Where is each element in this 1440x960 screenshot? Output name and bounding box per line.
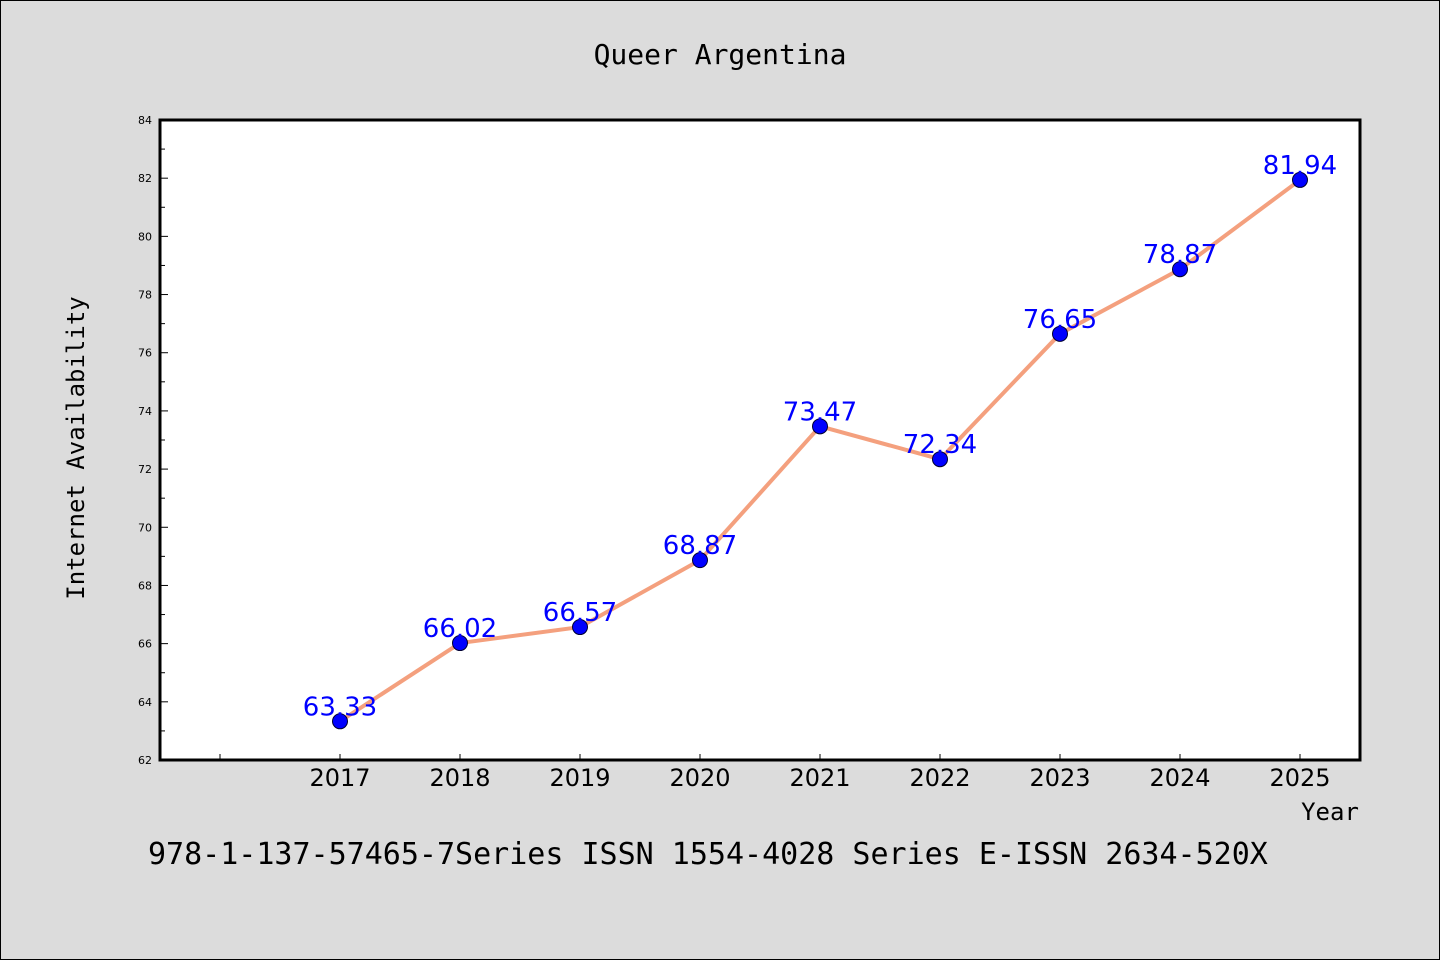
y-tick-label: 62 [138, 754, 152, 767]
x-tick-label: 2018 [429, 764, 490, 792]
x-tick-label: 2025 [1269, 764, 1330, 792]
y-tick-label: 76 [138, 347, 152, 360]
x-tick-label: 2023 [1029, 764, 1090, 792]
data-markers [332, 171, 1308, 730]
data-label: 73.47 [783, 397, 857, 427]
plot-area [160, 120, 1360, 760]
y-tick-labels: 62 64 66 68 70 72 74 76 78 80 82 84 [138, 114, 152, 767]
y-tick-label: 80 [138, 230, 152, 243]
data-label: 66.02 [423, 614, 497, 644]
y-tick-label: 64 [138, 696, 152, 709]
y-tick-label: 84 [138, 114, 152, 127]
data-point [452, 635, 468, 652]
data-point [692, 552, 708, 569]
y-tick-label: 82 [138, 172, 152, 185]
data-label: 68.87 [663, 531, 737, 561]
data-label: 76.65 [1023, 305, 1097, 335]
x-axis-label: Year [1301, 798, 1359, 826]
x-tick-labels: 2017 2018 2019 2020 2021 2022 2023 2024 2025 [309, 764, 1330, 792]
y-tick-label: 72 [138, 463, 152, 476]
x-tick-label: 2021 [789, 764, 850, 792]
data-point [812, 418, 828, 435]
data-label: 66.57 [543, 598, 617, 628]
data-point [332, 713, 348, 730]
x-tick-label: 2019 [549, 764, 610, 792]
plot-frame [158, 118, 1362, 762]
data-point [932, 451, 948, 468]
y-tick-label: 74 [138, 405, 152, 418]
chart-title: Queer Argentina [594, 38, 847, 71]
y-tick-label: 66 [138, 638, 152, 651]
data-label: 72.34 [903, 430, 977, 460]
data-label: 78.87 [1143, 240, 1217, 270]
footer-isbn-text: 978-1-137-57465-7Series ISSN 1554-4028 S… [148, 837, 1268, 872]
x-tick-label: 2017 [309, 764, 370, 792]
x-tick-label: 2024 [1149, 764, 1210, 792]
y-tick-label: 68 [138, 579, 152, 592]
x-tick-label: 2022 [909, 764, 970, 792]
data-label: 63.33 [303, 692, 377, 722]
data-point [1292, 171, 1308, 188]
y-tick-label: 70 [138, 521, 152, 534]
y-tick-label: 78 [138, 289, 152, 302]
data-point [572, 619, 588, 636]
x-tick-label: 2020 [669, 764, 730, 792]
y-axis-label: Internet Availability [62, 296, 90, 599]
data-point [1052, 325, 1068, 342]
data-labels: 63.33 66.02 66.57 68.87 73.47 72.34 76.65 78.87… [303, 151, 1337, 722]
data-label: 81.94 [1263, 151, 1337, 181]
data-point [1172, 261, 1188, 278]
